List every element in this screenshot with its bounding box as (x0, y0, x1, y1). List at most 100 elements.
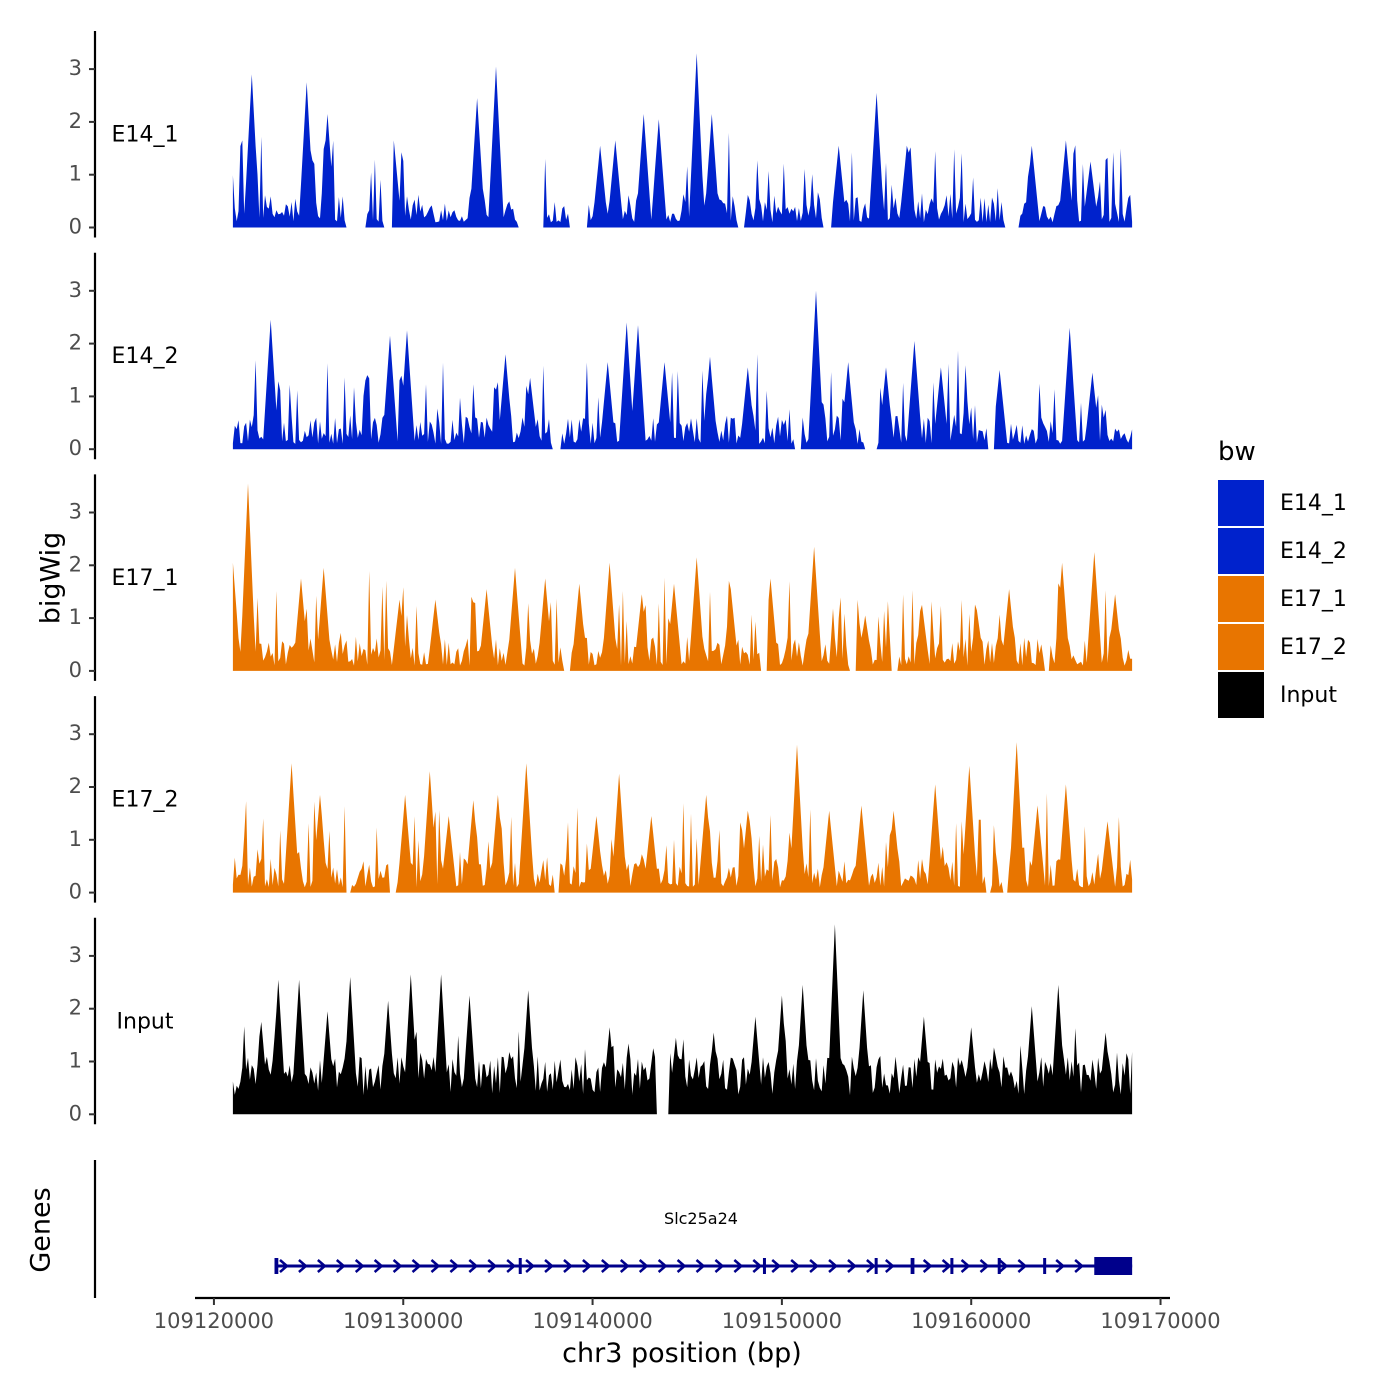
strand-arrow (638, 1259, 649, 1273)
track-label: E14_2 (112, 344, 179, 369)
gene-exon (910, 1258, 915, 1274)
strand-arrow (373, 1259, 384, 1273)
strand-arrow (733, 1259, 744, 1273)
strand-arrow (430, 1259, 441, 1273)
strand-arrow (941, 1259, 952, 1273)
gene-exon (874, 1258, 878, 1274)
y-tick-label: 1 (69, 383, 82, 407)
strand-arrow (695, 1259, 706, 1273)
y-tick-label: 0 (69, 658, 82, 682)
track-label: E17_1 (112, 566, 179, 591)
strand-arrow (998, 1259, 1009, 1273)
x-tick-label: 109120000 (154, 1309, 274, 1333)
strand-arrow (714, 1259, 725, 1273)
strand-arrow (979, 1259, 990, 1273)
strand-arrow (1055, 1259, 1066, 1273)
legend-swatch-e17-2 (1218, 624, 1264, 670)
track-panel-e14-1: 0 1 2 3 E14_1 (69, 31, 1133, 239)
x-tick-label: 109170000 (1100, 1309, 1220, 1333)
strand-arrow (619, 1259, 630, 1273)
gene-exon (1043, 1258, 1047, 1274)
legend: bw E14_1 E14_2 E17_1 E17_2 Input (1218, 437, 1347, 718)
track-panel-e17-2: 0 1 2 3 E17_2 (69, 696, 1133, 904)
legend-label: E17_1 (1280, 587, 1347, 612)
gene-name-label: Slc25a24 (664, 1209, 738, 1228)
strand-arrow (298, 1259, 308, 1273)
strand-arrow (828, 1259, 838, 1273)
strand-arrow (676, 1259, 687, 1273)
legend-swatch-e14-1 (1218, 480, 1264, 526)
x-tick-label: 109130000 (343, 1309, 463, 1333)
track-panel-e17-1: 0 1 2 3 E17_1 (69, 474, 1133, 682)
y-tick-label: 2 (69, 331, 82, 355)
y-tick-label: 2 (69, 552, 82, 576)
y-tick-label: 2 (69, 996, 82, 1020)
strand-arrow (752, 1259, 763, 1273)
y-tick-label: 0 (69, 1101, 82, 1125)
legend-swatch-e17-1 (1218, 576, 1264, 622)
strand-arrow (847, 1259, 857, 1273)
gene-exon (1094, 1257, 1133, 1275)
x-axis: 109120000 109130000 109140000 109150000 1091… (154, 1296, 1221, 1333)
track-label: E14_1 (112, 123, 179, 148)
strand-arrow (506, 1259, 517, 1273)
signal-area (232, 53, 1133, 228)
strand-arrow (771, 1259, 782, 1273)
signal-area (232, 742, 1133, 893)
strand-arrow (790, 1259, 801, 1273)
y-tick-label: 0 (69, 436, 82, 460)
legend-label: Input (1280, 683, 1337, 708)
legend-label: E14_1 (1280, 491, 1347, 516)
signal-area (232, 924, 1133, 1115)
track-panel-e14-2: 0 1 2 3 E14_2 (69, 252, 1133, 460)
gene-exon (762, 1258, 766, 1274)
strand-arrow (392, 1259, 403, 1273)
y-tick-label: 3 (69, 943, 82, 967)
strand-arrow (657, 1259, 668, 1273)
x-axis-title: chr3 position (bp) (562, 1338, 802, 1369)
legend-title: bw (1218, 437, 1256, 467)
strand-arrow (960, 1259, 971, 1273)
strand-arrow (1017, 1259, 1028, 1273)
legend-label: E17_2 (1280, 635, 1347, 660)
y-tick-label: 2 (69, 774, 82, 798)
genes-axis-title: Genes (26, 1187, 57, 1272)
legend-swatch-e14-2 (1218, 528, 1264, 574)
x-tick-label: 109150000 (722, 1309, 842, 1333)
signal-tracks: 0 1 2 3 E14_1 0 1 2 3 E14_2 0 1 2 3 E17_1 0 1 2 3 E17_2 0 1 2 3… (69, 31, 1133, 1125)
y-tick-label: 1 (69, 605, 82, 629)
strand-arrow (487, 1259, 498, 1273)
legend-label: E14_2 (1280, 539, 1347, 564)
y-tick-label: 3 (69, 278, 82, 302)
track-label: Input (117, 1009, 174, 1034)
strand-arrow (468, 1259, 479, 1273)
y-tick-label: 2 (69, 109, 82, 133)
y-tick-label: 3 (69, 721, 82, 745)
signal-area (232, 483, 1133, 671)
strand-arrow (884, 1259, 895, 1273)
strand-arrow (335, 1259, 346, 1273)
track-panel-input: 0 1 2 3 Input (69, 917, 1133, 1125)
x-tick-label: 109160000 (911, 1309, 1031, 1333)
strand-arrow (411, 1259, 422, 1273)
strand-arrow (601, 1259, 611, 1273)
strand-arrow (279, 1259, 289, 1273)
strand-arrow (563, 1259, 573, 1273)
y-tick-label: 1 (69, 827, 82, 851)
gene-exon (950, 1258, 954, 1274)
strand-arrow (354, 1259, 365, 1273)
gene-exon (518, 1258, 522, 1274)
y-tick-label: 1 (69, 162, 82, 186)
y-tick-label: 1 (69, 1049, 82, 1073)
y-tick-label: 3 (69, 56, 82, 80)
strand-arrow (866, 1259, 876, 1273)
legend-swatch-input (1218, 672, 1264, 718)
strand-arrow (582, 1259, 592, 1273)
strand-arrow (809, 1259, 819, 1273)
strand-arrow (922, 1259, 933, 1273)
strand-arrow (317, 1259, 327, 1273)
y-tick-label: 3 (69, 500, 82, 524)
strand-arrow (525, 1259, 536, 1273)
signal-area (232, 290, 1133, 450)
